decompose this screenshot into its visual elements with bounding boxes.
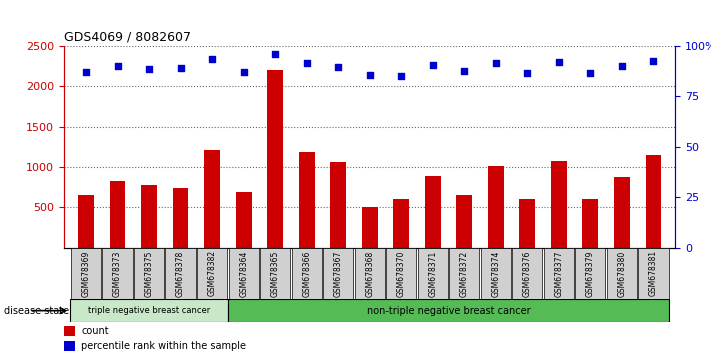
Text: GSM678370: GSM678370 <box>397 250 406 297</box>
Bar <box>544 248 574 299</box>
Text: GSM678371: GSM678371 <box>428 250 437 297</box>
Point <box>269 52 281 57</box>
Point <box>364 73 375 78</box>
Bar <box>64 326 75 336</box>
Bar <box>362 207 378 248</box>
Text: GSM678381: GSM678381 <box>649 250 658 297</box>
Point <box>427 62 439 67</box>
Point <box>175 65 186 71</box>
Bar <box>228 248 259 299</box>
Text: GSM678369: GSM678369 <box>82 250 90 297</box>
Bar <box>355 248 385 299</box>
Bar <box>606 248 637 299</box>
Bar <box>481 248 511 299</box>
Bar <box>166 248 196 299</box>
Bar <box>70 299 228 322</box>
Text: GSM678378: GSM678378 <box>176 250 185 297</box>
Bar <box>236 192 252 248</box>
Text: GSM678365: GSM678365 <box>271 250 279 297</box>
Bar <box>456 195 472 248</box>
Bar <box>393 199 409 248</box>
Bar <box>134 248 164 299</box>
Bar <box>512 248 542 299</box>
Bar <box>71 248 101 299</box>
Text: GSM678380: GSM678380 <box>617 250 626 297</box>
Bar <box>331 162 346 248</box>
Text: GSM678368: GSM678368 <box>365 250 374 297</box>
Text: GSM678375: GSM678375 <box>144 250 154 297</box>
Bar <box>173 188 188 248</box>
Bar <box>204 150 220 248</box>
Bar <box>228 299 669 322</box>
Point <box>490 60 501 65</box>
Bar <box>260 248 290 299</box>
Bar <box>575 248 606 299</box>
Text: GSM678372: GSM678372 <box>460 250 469 297</box>
Point <box>553 59 565 64</box>
Bar <box>417 248 448 299</box>
Text: GSM678364: GSM678364 <box>239 250 248 297</box>
Point <box>333 64 344 70</box>
Bar <box>638 248 668 299</box>
Text: GSM678376: GSM678376 <box>523 250 532 297</box>
Text: percentile rank within the sample: percentile rank within the sample <box>81 341 246 351</box>
Bar <box>78 195 94 248</box>
Point <box>616 63 628 69</box>
Bar <box>614 177 630 248</box>
Point <box>522 70 533 76</box>
Bar <box>102 248 133 299</box>
Point <box>144 66 155 72</box>
Bar <box>449 248 479 299</box>
Bar <box>299 152 314 248</box>
Bar <box>582 199 598 248</box>
Point <box>238 69 250 75</box>
Text: GSM678373: GSM678373 <box>113 250 122 297</box>
Text: GSM678367: GSM678367 <box>333 250 343 297</box>
Text: GSM678377: GSM678377 <box>555 250 563 297</box>
Text: triple negative breast cancer: triple negative breast cancer <box>88 306 210 315</box>
Text: GDS4069 / 8082607: GDS4069 / 8082607 <box>64 30 191 44</box>
Bar <box>551 161 567 248</box>
Bar <box>197 248 228 299</box>
Bar <box>323 248 353 299</box>
Point <box>459 68 470 74</box>
Bar <box>64 341 75 351</box>
Bar <box>109 181 125 248</box>
Text: non-triple negative breast cancer: non-triple negative breast cancer <box>367 306 530 316</box>
Point <box>206 56 218 61</box>
Point <box>301 60 312 65</box>
Bar <box>425 176 441 248</box>
Text: disease state: disease state <box>4 306 69 316</box>
Text: GSM678374: GSM678374 <box>491 250 501 297</box>
Bar <box>267 70 283 248</box>
Bar <box>488 166 503 248</box>
Point <box>395 73 407 79</box>
Bar <box>292 248 322 299</box>
Text: GSM678379: GSM678379 <box>586 250 595 297</box>
Point <box>648 58 659 63</box>
Text: count: count <box>81 326 109 336</box>
Bar <box>141 185 157 248</box>
Point <box>80 69 92 75</box>
Bar <box>386 248 417 299</box>
Bar <box>646 155 661 248</box>
Text: GSM678366: GSM678366 <box>302 250 311 297</box>
Point <box>112 63 123 69</box>
Text: GSM678382: GSM678382 <box>208 250 217 297</box>
Point <box>584 70 596 76</box>
Bar <box>520 199 535 248</box>
